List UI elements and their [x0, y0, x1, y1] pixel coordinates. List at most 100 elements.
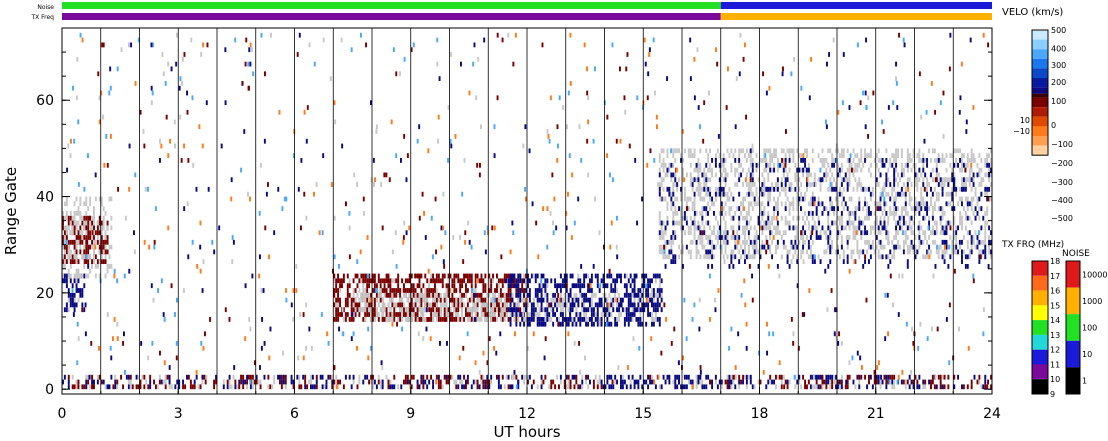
data-cell	[168, 384, 171, 390]
data-cell	[730, 259, 733, 264]
data-cell	[528, 288, 531, 293]
data-cell	[383, 278, 386, 284]
data-cell	[264, 71, 266, 77]
data-cell	[699, 148, 702, 154]
data-cell	[744, 239, 746, 245]
data-cell	[62, 264, 64, 269]
data-cell	[631, 374, 634, 380]
data-cell	[391, 317, 394, 322]
data-cell	[461, 302, 464, 308]
data-cell	[738, 259, 741, 264]
data-cell	[893, 158, 896, 163]
data-cell	[844, 172, 847, 178]
data-cell	[406, 312, 409, 317]
data-cell	[806, 384, 808, 390]
data-cell	[751, 254, 754, 260]
data-cell	[377, 312, 380, 317]
data-cell	[96, 264, 99, 269]
data-cell	[199, 244, 202, 250]
data-cell	[575, 374, 578, 380]
data-cell	[544, 374, 547, 380]
data-cell	[771, 220, 774, 226]
data-cell	[447, 374, 450, 380]
data-cell	[759, 225, 762, 231]
data-cell	[397, 283, 400, 289]
data-cell	[447, 283, 450, 289]
data-cell	[856, 249, 859, 255]
data-cell	[639, 312, 642, 317]
data-cell	[697, 249, 700, 255]
data-cell	[792, 254, 795, 260]
data-cell	[862, 220, 865, 226]
data-cell	[780, 148, 783, 154]
data-cell	[895, 153, 898, 158]
data-cell	[821, 162, 824, 168]
data-cell	[707, 191, 710, 197]
data-cell	[183, 143, 186, 149]
data-cell	[990, 384, 993, 390]
data-cell	[75, 196, 78, 202]
data-cell	[659, 196, 662, 202]
data-cell	[470, 297, 473, 303]
data-cell	[821, 177, 824, 183]
data-cell	[528, 292, 531, 298]
data-cell	[978, 182, 981, 187]
data-cell	[358, 288, 361, 293]
data-cell	[701, 244, 704, 250]
data-cell	[941, 177, 944, 183]
data-cell	[427, 268, 430, 274]
data-cell	[641, 283, 644, 289]
data-cell	[656, 124, 658, 130]
data-cell	[699, 379, 702, 385]
data-cell	[109, 345, 112, 351]
data-cell	[922, 196, 925, 202]
data-cell	[652, 317, 655, 322]
data-cell	[486, 360, 489, 366]
data-cell	[885, 182, 888, 187]
data-cell	[540, 307, 543, 313]
data-cell	[953, 172, 956, 178]
data-cell	[585, 379, 588, 385]
data-cell	[930, 384, 932, 390]
data-cell	[544, 317, 547, 322]
data-cell	[819, 177, 822, 183]
data-cell	[619, 66, 621, 72]
data-cell	[701, 215, 704, 221]
data-cell	[540, 317, 543, 322]
data-cell	[883, 206, 886, 211]
data-cell	[434, 312, 436, 317]
data-cell	[738, 191, 741, 197]
data-cell	[703, 177, 706, 183]
data-cell	[525, 317, 528, 322]
data-cell	[360, 292, 363, 298]
data-cell	[513, 312, 516, 317]
data-cell	[149, 374, 152, 380]
data-cell	[73, 244, 76, 250]
data-cell	[840, 215, 843, 221]
data-cell	[91, 235, 94, 240]
data-cell	[722, 191, 725, 197]
data-cell	[462, 259, 465, 264]
data-cell	[655, 114, 658, 120]
data-cell	[660, 307, 663, 313]
data-cell	[432, 302, 435, 308]
data-cell	[835, 374, 838, 380]
data-cell	[277, 186, 280, 192]
data-cell	[594, 302, 597, 308]
data-cell	[740, 162, 743, 168]
data-cell	[711, 379, 714, 385]
data-cell	[360, 278, 363, 284]
data-cell	[645, 288, 648, 293]
data-cell	[881, 158, 884, 163]
data-cell	[586, 90, 589, 96]
data-cell	[982, 177, 985, 183]
data-cell	[988, 186, 991, 192]
data-cell	[69, 278, 72, 284]
data-cell	[273, 379, 276, 385]
data-cell	[900, 191, 903, 197]
data-cell	[631, 292, 634, 298]
data-cell	[512, 230, 515, 236]
data-cell	[877, 158, 880, 163]
data-cell	[767, 201, 770, 207]
data-cell	[393, 302, 396, 308]
